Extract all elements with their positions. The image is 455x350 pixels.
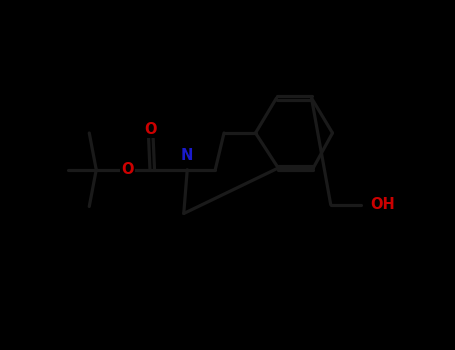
Text: OH: OH [370,197,395,212]
Text: O: O [144,122,157,137]
Text: O: O [121,162,134,177]
Text: N: N [181,148,193,163]
